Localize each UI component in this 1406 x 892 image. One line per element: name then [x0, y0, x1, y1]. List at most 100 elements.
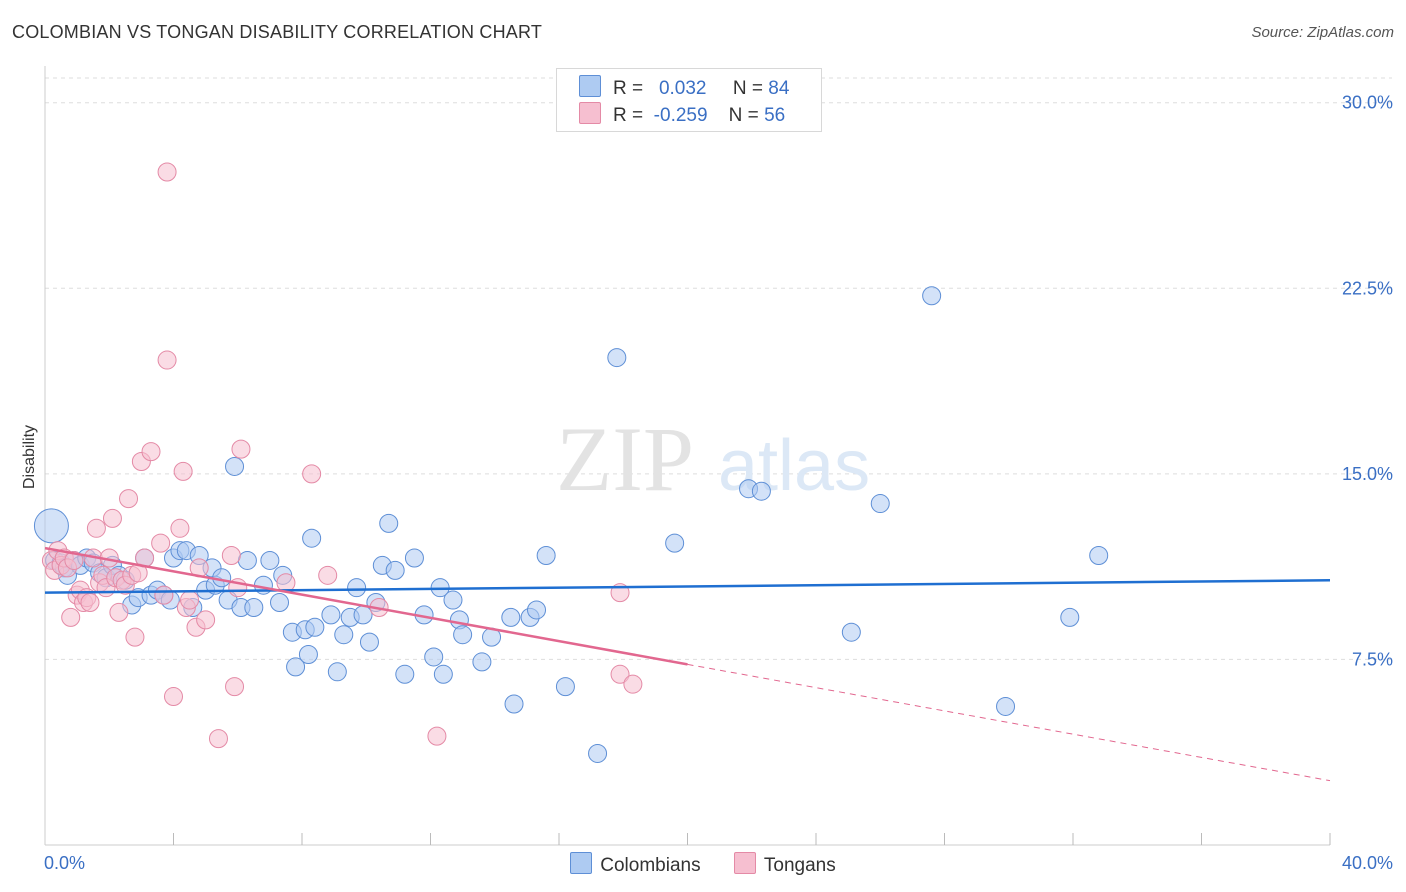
colombian-point: [472, 652, 492, 672]
tongans-swatch: [579, 102, 601, 124]
colombian-point: [327, 662, 347, 682]
r-label: R =: [613, 105, 644, 126]
colombian-point: [996, 696, 1016, 716]
tongan-point: [119, 489, 139, 509]
colombian-point: [443, 590, 463, 610]
colombian-point: [870, 494, 890, 514]
tongan-point: [154, 585, 174, 605]
colombian-point: [607, 348, 627, 368]
source-text: Source: ZipAtlas.com: [1251, 24, 1394, 41]
legend-label: Tongans: [763, 855, 836, 876]
colombian-point: [501, 607, 521, 627]
x-tick-label-max: 40.0%: [1342, 853, 1393, 873]
tongan-point: [61, 607, 81, 627]
chart-title: COLOMBIAN VS TONGAN DISABILITY CORRELATI…: [12, 22, 543, 42]
tongan-point: [221, 546, 241, 566]
tongan-point: [623, 674, 643, 694]
colombian-point: [286, 657, 306, 677]
colombian-point: [302, 528, 322, 548]
colombian-point: [588, 743, 608, 763]
y-tick-label: 7.5%: [1352, 649, 1393, 669]
colombian-point: [1089, 546, 1109, 566]
colombian-point: [237, 550, 257, 570]
colombian-point: [1060, 607, 1080, 627]
colombian-point: [504, 694, 524, 714]
tongans-trend-extension: [687, 663, 1331, 782]
colombian-point: [225, 456, 245, 476]
colombian-point: [536, 546, 556, 566]
watermark: ZIP atlas: [556, 408, 870, 510]
colombian-point: [841, 622, 861, 642]
grid-layer: [45, 77, 1392, 660]
tongan-point: [427, 726, 447, 746]
r-label: R =: [613, 78, 644, 99]
legend-row-colombians: R = 0.032 N = 84: [579, 75, 789, 99]
tongan-point: [180, 590, 200, 610]
n-value: 56: [764, 105, 786, 126]
colombian-point: [347, 578, 367, 598]
colombian-point: [359, 632, 379, 652]
tongan-point: [318, 565, 338, 585]
tongan-point: [164, 687, 183, 707]
n-label: N =: [728, 105, 759, 126]
tongan-point: [173, 461, 193, 481]
colombians-trend-line: [44, 579, 1331, 594]
tongan-point: [157, 162, 177, 182]
tongan-point: [302, 464, 322, 484]
tongan-point: [64, 550, 84, 570]
colombian-point: [298, 644, 318, 664]
tongan-point: [141, 442, 161, 462]
colombian-point: [665, 533, 685, 553]
trend-layer: [44, 546, 1331, 782]
watermark-zip: ZIP: [556, 408, 694, 510]
n-value: 84: [768, 78, 790, 99]
tongan-point: [86, 518, 106, 538]
colombians-swatch: [579, 75, 601, 97]
r-value: -0.259: [653, 105, 708, 126]
y-tick-label: 30.0%: [1342, 93, 1393, 113]
colombian-point: [334, 625, 354, 645]
colombians-legend-swatch: [570, 852, 593, 874]
legend-item-colombians[interactable]: Colombians: [570, 852, 701, 877]
y-tick-label: 15.0%: [1342, 464, 1393, 484]
correlation-legend: R = 0.032 N = 84 R = -0.259 N = 56: [556, 68, 822, 132]
tongans-trend-line: [44, 546, 688, 666]
y-axis-label: Disability: [21, 425, 38, 489]
tongan-point: [208, 729, 228, 749]
colombian-point: [424, 647, 444, 667]
x-tick-label-min: 0.0%: [44, 853, 85, 873]
colombian-point: [244, 597, 264, 617]
tongan-point: [102, 508, 122, 528]
tongan-point: [80, 593, 100, 613]
legend-item-tongans[interactable]: Tongans: [733, 852, 836, 877]
colombian-point: [385, 560, 405, 580]
tongan-point: [231, 439, 251, 459]
colombian-point: [260, 550, 280, 570]
tongan-point: [151, 533, 171, 553]
tongan-point: [157, 350, 177, 370]
tongan-point: [196, 610, 216, 630]
axes: [44, 66, 1331, 846]
colombian-point: [379, 513, 399, 533]
series-legend: Colombians Tongans: [0, 852, 1406, 877]
colombian-point: [395, 664, 415, 684]
colombian-point: [433, 664, 453, 684]
tick-labels: 7.5% 15.0% 22.5% 30.0% 0.0% 40.0%: [44, 93, 1393, 873]
colombian-point: [321, 605, 341, 625]
colombian-point: [922, 286, 942, 306]
colombian-point: [404, 548, 424, 568]
tongan-point: [610, 664, 630, 684]
y-tick-label: 22.5%: [1342, 278, 1393, 298]
colombian-point: [33, 508, 69, 544]
legend-label: Colombians: [600, 855, 701, 876]
tongan-point: [109, 602, 129, 622]
colombian-point: [751, 481, 771, 501]
colombian-point: [305, 617, 325, 637]
tongan-point: [125, 627, 145, 647]
colombian-point: [270, 593, 290, 613]
r-value: 0.032: [658, 78, 707, 99]
n-label: N =: [732, 78, 764, 99]
colombian-point: [555, 677, 575, 697]
tongans-legend-swatch: [733, 852, 756, 874]
